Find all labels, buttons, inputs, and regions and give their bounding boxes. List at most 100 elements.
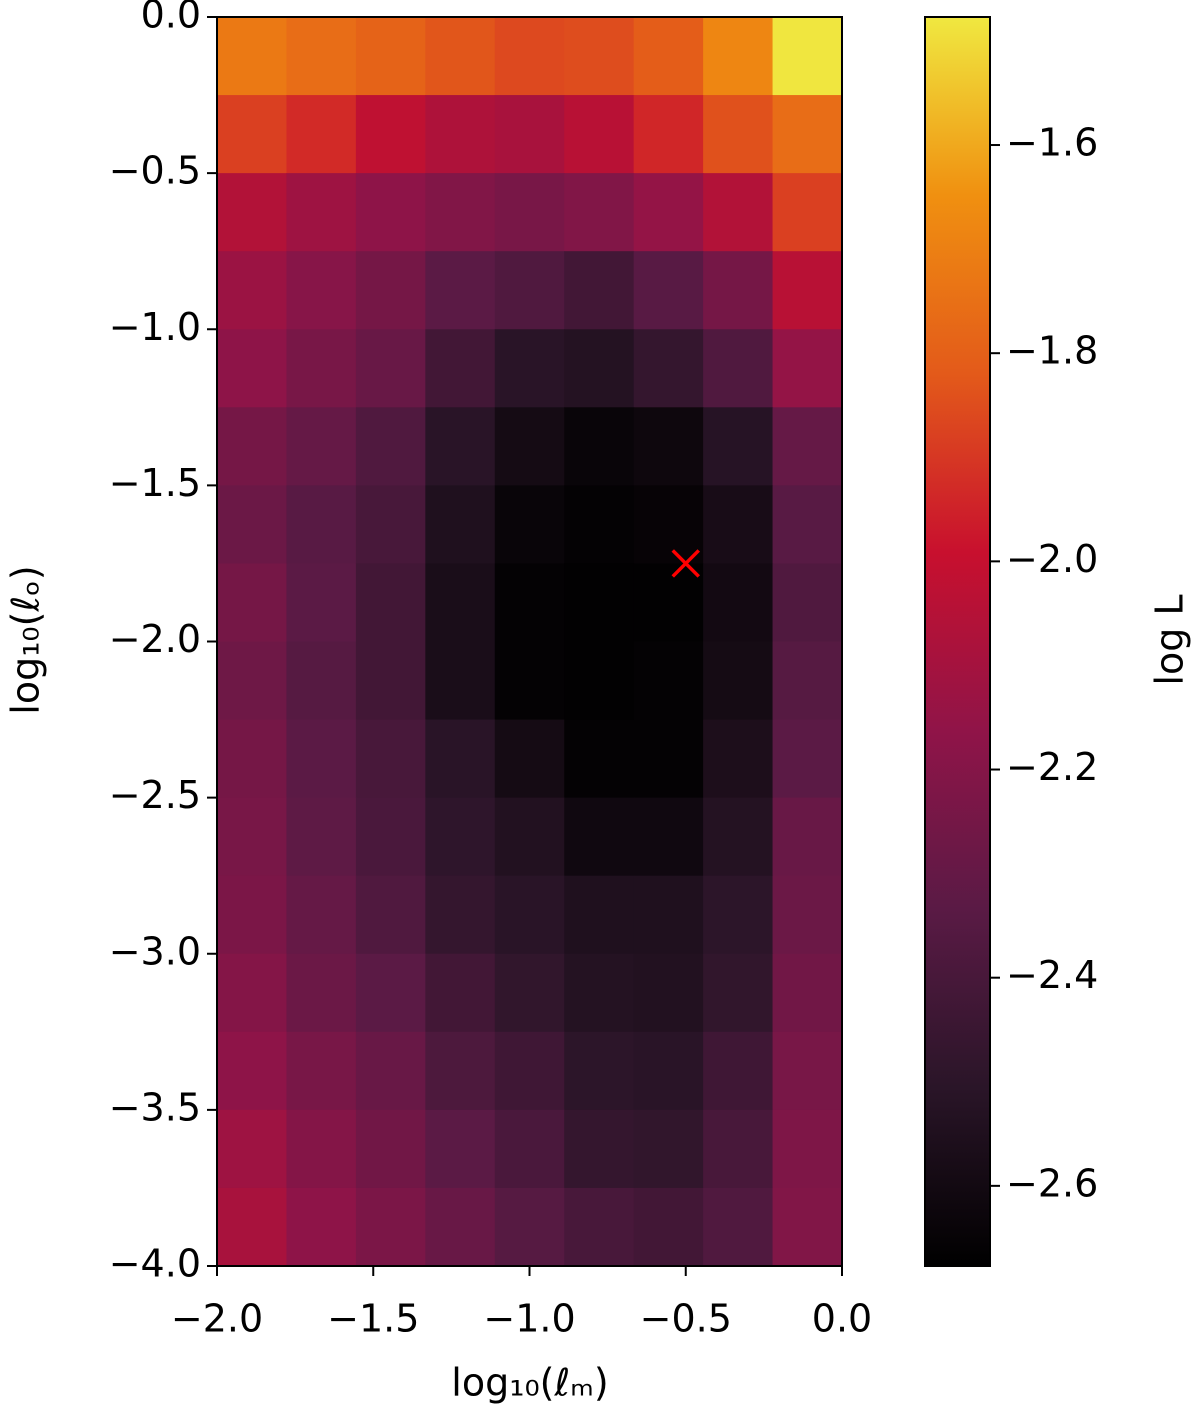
heatmap-cell (217, 1031, 288, 1111)
y-tick-label: −3.0 (109, 929, 201, 973)
heatmap-cell (217, 173, 288, 252)
heatmap-cell (703, 95, 774, 174)
heatmap-cell (217, 563, 288, 643)
heatmap-cell (286, 1187, 357, 1267)
heatmap-cell (286, 485, 357, 565)
heatmap-cell (633, 641, 704, 721)
heatmap-cell (564, 407, 635, 486)
colorbar-tick-label: −2.2 (1006, 745, 1098, 789)
heatmap-cell (633, 485, 704, 565)
heatmap-cell (425, 797, 496, 877)
heatmap-cell (355, 563, 426, 643)
heatmap-cell (633, 1187, 704, 1267)
heatmap-cell (286, 95, 357, 174)
heatmap-cell (494, 641, 565, 721)
heatmap-cell (217, 17, 288, 96)
heatmap-cell (425, 485, 496, 565)
heatmap-cell (425, 407, 496, 486)
heatmap-cell (286, 407, 357, 486)
colorbar-tick-label: −1.8 (1006, 329, 1098, 373)
heatmap-cell (703, 875, 774, 955)
heatmap-cell (633, 251, 704, 330)
heatmap-cell (355, 719, 426, 799)
heatmap-cell (494, 563, 565, 643)
heatmap-cell (286, 329, 357, 408)
heatmap-cell (703, 329, 774, 408)
heatmap-cell (564, 563, 635, 643)
heatmap-cell (633, 875, 704, 955)
heatmap-cell (286, 251, 357, 330)
heatmap-cell (494, 1187, 565, 1267)
heatmap-cell (633, 1109, 704, 1189)
heatmap-cell (703, 719, 774, 799)
heatmap-cell (772, 17, 843, 96)
heatmap-cell (425, 563, 496, 643)
heatmap-cell (772, 1187, 843, 1267)
heatmap-cell (286, 563, 357, 643)
colorbar-tick-label: −2.4 (1006, 953, 1098, 997)
heatmap-cell (286, 719, 357, 799)
heatmap-cell (772, 95, 843, 174)
colorbar (924, 16, 991, 1267)
heatmap-cell (494, 719, 565, 799)
y-tick-label: −2.0 (109, 617, 201, 661)
heatmap-cell (355, 1031, 426, 1111)
colorbar-tick-label: −2.0 (1006, 537, 1098, 581)
heatmap-cell (703, 641, 774, 721)
heatmap-cell (286, 875, 357, 955)
heatmap-cell (772, 953, 843, 1033)
heatmap-cell (564, 1187, 635, 1267)
heatmap-cell (355, 953, 426, 1033)
heatmap-cell (425, 329, 496, 408)
heatmap-cell (633, 953, 704, 1033)
heatmap-cell (286, 173, 357, 252)
y-tick-label: −4.0 (109, 1242, 201, 1286)
heatmap-cell (633, 563, 704, 643)
heatmap-cell (425, 95, 496, 174)
heatmap-cell (772, 719, 843, 799)
heatmap-cell (425, 17, 496, 96)
heatmap-cell (217, 797, 288, 877)
heatmap-cell (564, 329, 635, 408)
heatmap-cell (494, 17, 565, 96)
x-tick-label: −1.0 (483, 1297, 575, 1341)
x-tick-label: −0.5 (640, 1297, 732, 1341)
heatmap-cell (633, 407, 704, 486)
heatmap-cell (772, 1031, 843, 1111)
heatmap-cell (703, 173, 774, 252)
y-tick-label: −1.0 (109, 305, 201, 349)
heatmap-cell (703, 17, 774, 96)
heatmap-cell (703, 407, 774, 486)
heatmap-cell (425, 1109, 496, 1189)
heatmap-cell (494, 1031, 565, 1111)
heatmap-cell (355, 1109, 426, 1189)
heatmap-cell (425, 875, 496, 955)
y-tick-label: −1.5 (109, 461, 201, 505)
heatmap-cell (494, 875, 565, 955)
heatmap-cell (772, 329, 843, 408)
heatmap-cell (772, 407, 843, 486)
heatmap-cell (217, 1109, 288, 1189)
heatmap-cell (772, 173, 843, 252)
colorbar-label: log L (1148, 594, 1192, 685)
heatmap-cell (425, 641, 496, 721)
x-tick-label: −1.5 (327, 1297, 419, 1341)
heatmap-cell (355, 797, 426, 877)
heatmap-cell (494, 407, 565, 486)
heatmap-cell (286, 641, 357, 721)
heatmap-cell (772, 797, 843, 877)
heatmap-cell (564, 173, 635, 252)
heatmap-cell (217, 1187, 288, 1267)
heatmap-cell (425, 251, 496, 330)
heatmap-cell (286, 1031, 357, 1111)
heatmap-cell (217, 407, 288, 486)
heatmap-cell (355, 251, 426, 330)
heatmap-cell (772, 563, 843, 643)
heatmap-cell (564, 1109, 635, 1189)
y-axis-label: log₁₀(ℓₒ) (4, 565, 48, 714)
heatmap-cell (494, 329, 565, 408)
heatmap-cell (494, 485, 565, 565)
heatmap-cell (494, 953, 565, 1033)
heatmap-cell (425, 719, 496, 799)
heatmap-cell (217, 953, 288, 1033)
